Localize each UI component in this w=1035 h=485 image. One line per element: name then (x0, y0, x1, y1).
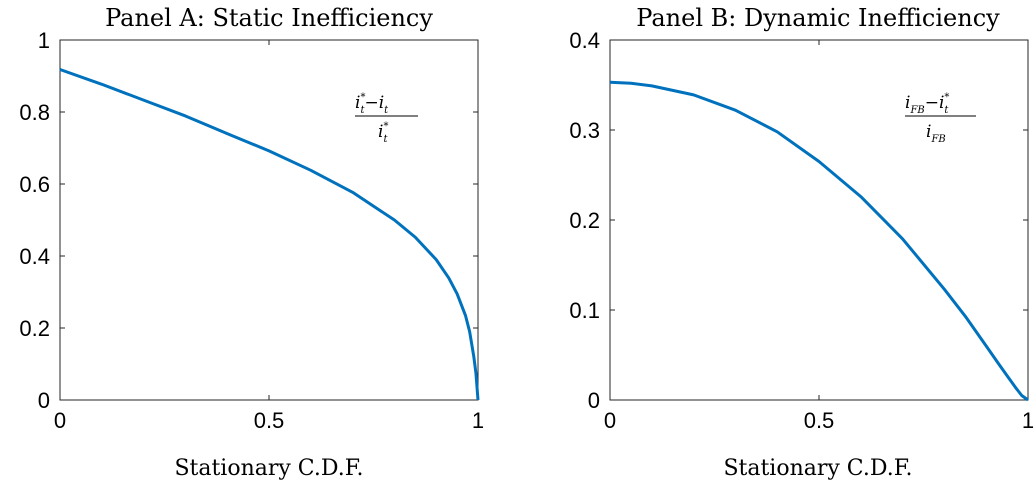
panel-a: Panel A: Static Inefficiency 0 0.5 1 0 0.2 0.… (19, 4, 484, 481)
panel-b-annotation: iFB−i* t iFB (905, 92, 976, 145)
svg-text:i*t−it: i* t−it (355, 92, 389, 116)
panel-a-ann-num-b-sub: t (384, 105, 389, 116)
svg-text:iFB−i*t: iFB−i* t (905, 92, 949, 116)
panel-b-ytick-label-4: 0.4 (569, 28, 600, 53)
panel-a-ann-num-a-sup: * (360, 92, 365, 103)
panel-a-xtick-label-1: 0.5 (254, 408, 285, 433)
panel-a-ann-den-sup: * (383, 121, 388, 132)
panel-a-ytick-label-5: 1 (38, 28, 50, 53)
panel-a-ann-den: i (378, 122, 383, 142)
panel-a-ann-num-b: i (379, 93, 384, 113)
panel-a-ytick-label-0: 0 (38, 388, 50, 413)
panel-b-ann-num-b: i (939, 93, 944, 113)
panel-b-ytick-label-1: 0.1 (569, 298, 600, 323)
panel-b-xtick-label-2: 1 (1022, 408, 1034, 433)
panel-b-ytick-label-3: 0.3 (569, 118, 600, 143)
panel-a-ann-num-a-sub: t (360, 105, 365, 116)
panel-a-series-line (59, 68, 480, 401)
panel-a-ann-den-sub: t (383, 134, 388, 145)
panel-b-ticks: 0 0.5 1 0 0.1 0.2 0.3 0.4 (569, 28, 1034, 433)
panel-a-ytick-label-2: 0.4 (19, 244, 50, 269)
panel-b-xlabel: Stationary C.D.F. (723, 456, 912, 481)
panel-a-ytick-label-4: 0.8 (19, 100, 50, 125)
panel-b-ann-num-b-sub: t (944, 105, 949, 116)
panel-a-xlabel: Stationary C.D.F. (174, 456, 363, 481)
panel-b-ann-den-sub: FB (930, 134, 945, 145)
panel-b-title: Panel B: Dynamic Inefficiency (636, 4, 1000, 32)
panel-b-ann-num-a: i (905, 93, 910, 113)
panel-b-ann-num-b-sup: * (944, 92, 949, 103)
panel-b-xtick-label-1: 0.5 (804, 408, 835, 433)
panel-b-ann-den: i (926, 122, 931, 142)
panel-b-ytick-label-0: 0 (588, 388, 600, 413)
panel-a-ann-num-a: i (355, 93, 360, 113)
panel-a-axes-box (59, 39, 479, 401)
panel-a-title: Panel A: Static Inefficiency (105, 4, 433, 32)
panel-a-ann-minus: − (364, 93, 378, 113)
panel-b-ytick-label-2: 0.2 (569, 208, 600, 233)
panel-b-ann-minus: − (925, 93, 939, 113)
svg-text:iFB: iFB (926, 122, 946, 145)
panel-a-annotation: i* t−it i* t (355, 92, 418, 145)
panel-b-ann-num-a-sub: FB (909, 105, 924, 116)
panel-a-ytick-label-3: 0.6 (19, 172, 50, 197)
panel-b: Panel B: Dynamic Inefficiency 0 0.5 100.10… (569, 4, 1034, 481)
panel-b-xtick-label-0: 0 (604, 408, 616, 433)
panel-b-axes-box (609, 39, 1029, 401)
panel-a-ticks: 0 0.5 1 0 0.2 0.4 0.6 0.8 1 (19, 28, 484, 433)
svg-text:i*t: i* t (378, 121, 388, 145)
panel-a-ytick-label-1: 0.2 (19, 316, 50, 341)
panel-a-xtick-label-2: 1 (472, 408, 484, 433)
panel-b-series-line (609, 80, 1029, 402)
panel-a-xtick-label-0: 0 (54, 408, 66, 433)
